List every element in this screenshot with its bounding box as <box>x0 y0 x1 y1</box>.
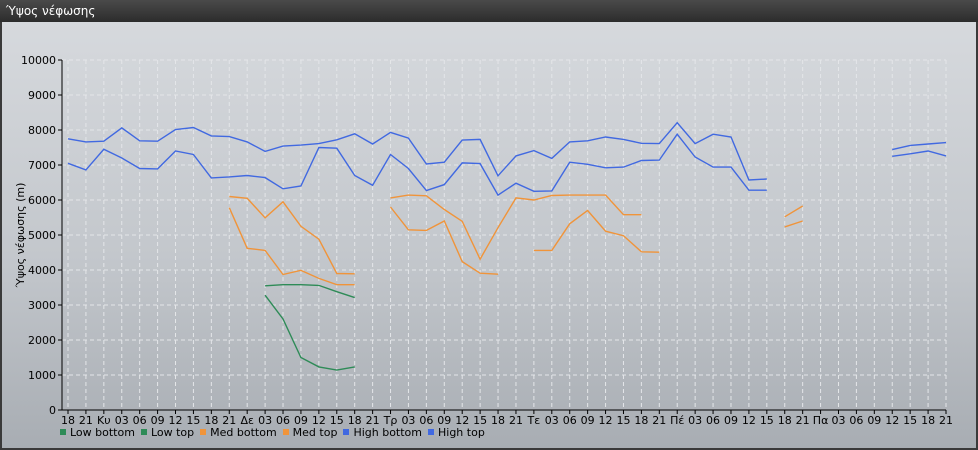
legend-swatch <box>428 429 434 435</box>
x-tick-label: 15 <box>616 414 630 427</box>
y-axis-label: Ύψος νέφωσης (m) <box>14 183 27 289</box>
x-tick-label: 03 <box>688 414 702 427</box>
series-line-med-top <box>390 194 642 261</box>
x-tick-label: 03 <box>831 414 845 427</box>
x-tick-label: 12 <box>742 414 756 427</box>
legend-label: High bottom <box>353 426 422 439</box>
x-tick-label: 15 <box>186 414 200 427</box>
x-tick-label: Πέ <box>670 414 684 427</box>
series-line-med-bottom <box>533 209 660 253</box>
x-tick-label: 09 <box>867 414 881 427</box>
x-tick-label: 12 <box>169 414 183 427</box>
x-tick-label: 09 <box>724 414 738 427</box>
series-line-med-bottom <box>389 206 499 275</box>
series-line-med-top <box>784 205 804 218</box>
x-tick-label: 15 <box>473 414 487 427</box>
legend-label: Med bottom <box>210 426 277 439</box>
y-tick-label: 3000 <box>28 299 56 312</box>
legend-swatch <box>140 429 147 435</box>
x-tick-label: 15 <box>330 414 344 427</box>
x-tick-label: Τρ <box>383 414 398 427</box>
x-tick-label: 21 <box>79 414 93 427</box>
legend-item: Low bottom <box>60 426 135 439</box>
y-tick-label: 1000 <box>28 369 56 382</box>
x-tick-label: 09 <box>294 414 308 427</box>
series-line-high-bottom <box>892 150 947 157</box>
legend-item: Med bottom <box>200 426 277 439</box>
x-tick-label: 18 <box>348 414 362 427</box>
y-tick-label: 10000 <box>21 54 56 67</box>
x-tick-label: Πα <box>813 414 829 427</box>
window-title: Ύψος νέφωσης <box>0 0 978 22</box>
y-tick-label: 7000 <box>28 159 56 172</box>
legend-swatch <box>200 429 207 435</box>
legend-swatch <box>60 429 66 435</box>
x-tick-label: 21 <box>939 414 953 427</box>
chart-panel: 0 1000 2000 3000 4000 5000 6000 7000 8000 9000 100… <box>2 22 976 448</box>
series-line-med-bottom <box>228 207 355 286</box>
legend-label: Med top <box>292 426 338 439</box>
series-line-high-top <box>892 141 947 151</box>
legend-item: High bottom <box>343 426 422 439</box>
x-tick-label: Δε <box>240 414 254 427</box>
legend-swatch <box>282 429 289 435</box>
y-tick-label: 0 <box>49 404 56 417</box>
x-tick-label: 18 <box>204 414 218 427</box>
legend-swatch <box>343 429 350 435</box>
x-tick-label: 18 <box>634 414 648 427</box>
legend-item: High top <box>428 426 485 439</box>
x-tick-label: 12 <box>455 414 469 427</box>
legend-label: High top <box>438 426 485 439</box>
x-tick-label: 09 <box>151 414 165 427</box>
x-tick-label: 03 <box>401 414 415 427</box>
y-tick-label: 9000 <box>28 89 56 102</box>
x-tick-label: 18 <box>778 414 792 427</box>
legend-item: Low top <box>140 426 195 439</box>
y-tick-label: 2000 <box>28 334 56 347</box>
legend-label: Low bottom <box>70 426 135 439</box>
x-tick-label: 12 <box>885 414 899 427</box>
x-tick-label: 06 <box>133 414 147 427</box>
x-tick-label: 03 <box>545 414 559 427</box>
y-tick-label: 5000 <box>28 229 56 242</box>
x-tick-label: 15 <box>760 414 774 427</box>
x-tick-label: 09 <box>437 414 451 427</box>
y-tick-label: 8000 <box>28 124 56 137</box>
legend-label: Low top <box>150 426 195 439</box>
series-line-high-bottom <box>67 133 767 197</box>
x-tick-label: 06 <box>276 414 290 427</box>
legend-item: Med top <box>282 426 338 439</box>
x-tick-label: 15 <box>903 414 917 427</box>
x-tick-label: 03 <box>115 414 129 427</box>
y-tick-label: 4000 <box>28 264 56 277</box>
y-tick-label: 6000 <box>28 194 56 207</box>
x-tick-label: 12 <box>312 414 326 427</box>
x-tick-label: 06 <box>849 414 863 427</box>
x-tick-label: 21 <box>509 414 523 427</box>
series-line-med-top <box>229 195 355 275</box>
series-line-low-top <box>264 294 355 371</box>
x-tick-label: Κυ <box>97 414 111 427</box>
x-tick-label: 18 <box>921 414 935 427</box>
x-tick-label: 06 <box>563 414 577 427</box>
cloud-height-chart: 0 1000 2000 3000 4000 5000 6000 7000 8000 9000 100… <box>14 54 953 427</box>
legend: Low bottom Low top Med bottom Med top High b… <box>60 426 491 442</box>
x-tick-label: 12 <box>599 414 613 427</box>
x-tick-label: 21 <box>796 414 810 427</box>
x-tick-label: 21 <box>366 414 380 427</box>
x-tick-label: 03 <box>258 414 272 427</box>
x-tick-label: 18 <box>61 414 75 427</box>
x-tick-label: 21 <box>222 414 236 427</box>
series-line-med-bottom <box>784 220 803 228</box>
x-tick-label: 06 <box>706 414 720 427</box>
x-tick-label: 06 <box>419 414 433 427</box>
series-line-low-bottom <box>265 284 355 299</box>
series-line-high-top <box>67 121 767 181</box>
x-tick-label: 21 <box>652 414 666 427</box>
x-tick-label: 18 <box>491 414 505 427</box>
x-tick-label: 09 <box>581 414 595 427</box>
x-tick-label: Τε <box>527 414 541 427</box>
